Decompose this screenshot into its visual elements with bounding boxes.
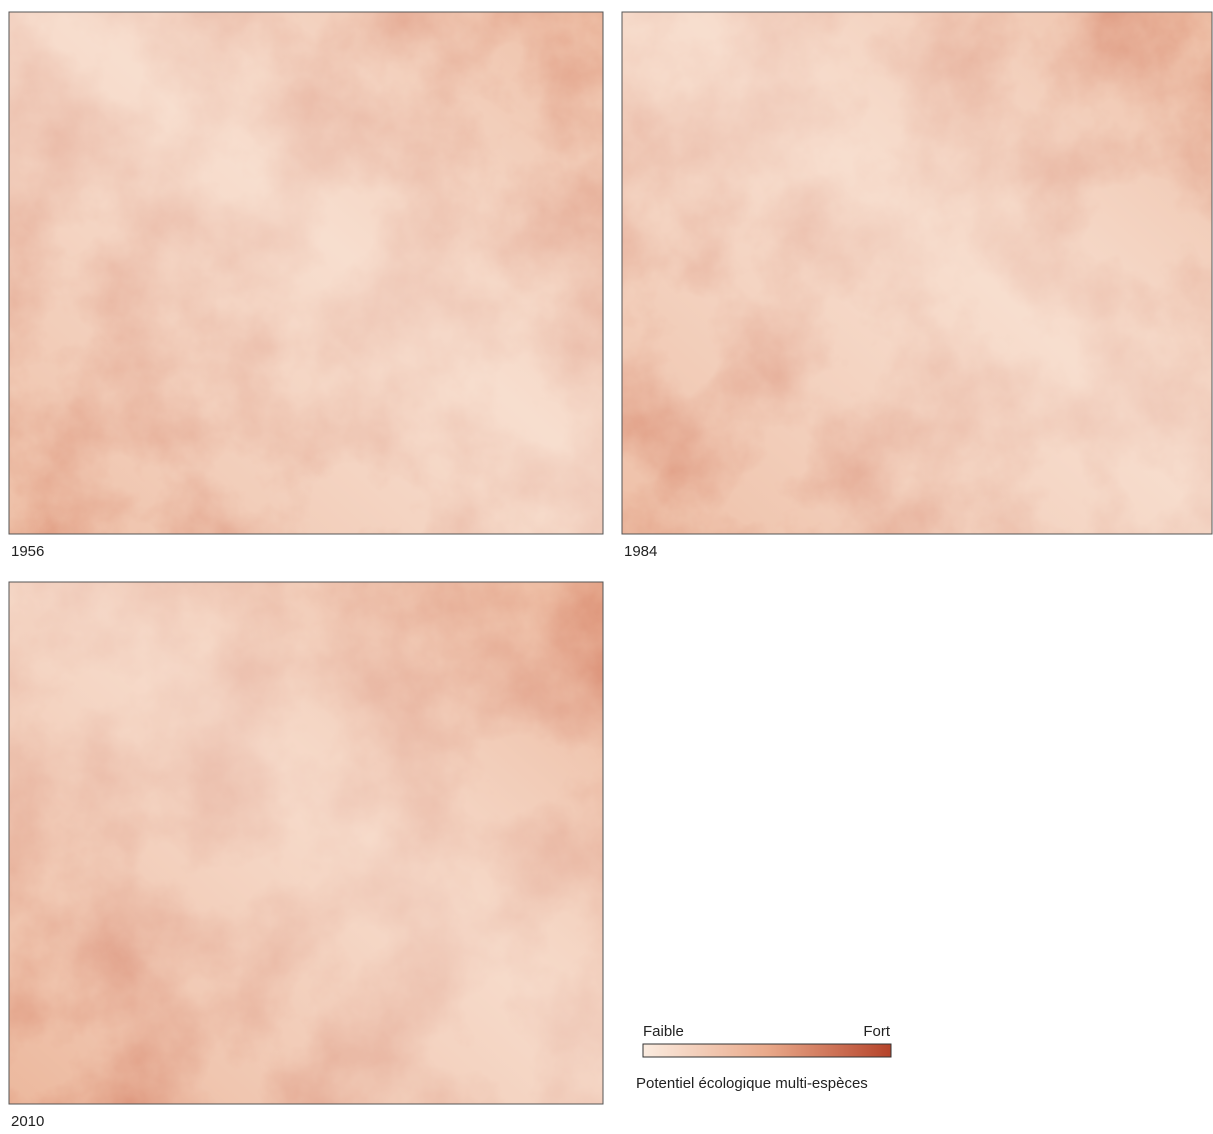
panel-label: 2010 — [11, 1113, 44, 1129]
panel-label: 1956 — [11, 543, 44, 560]
figure: 1956 1984 2010 Faible Fort Potentiel éco… — [0, 0, 1213, 1129]
legend-title: Potentiel écologique multi-espèces — [636, 1075, 868, 1092]
map-highlight — [622, 12, 1212, 534]
map-panel: 1984 — [622, 12, 1212, 560]
map-highlight — [9, 12, 603, 534]
panel-label: 1984 — [624, 543, 657, 560]
map-highlight — [9, 582, 603, 1104]
legend-low-label: Faible — [643, 1023, 684, 1040]
map-panel: 2010 — [9, 582, 603, 1129]
legend: Faible Fort Potentiel écologique multi-e… — [636, 1023, 891, 1092]
map-panel: 1956 — [9, 12, 603, 560]
legend-high-label: Fort — [863, 1023, 891, 1040]
legend-color-bar — [643, 1044, 891, 1057]
